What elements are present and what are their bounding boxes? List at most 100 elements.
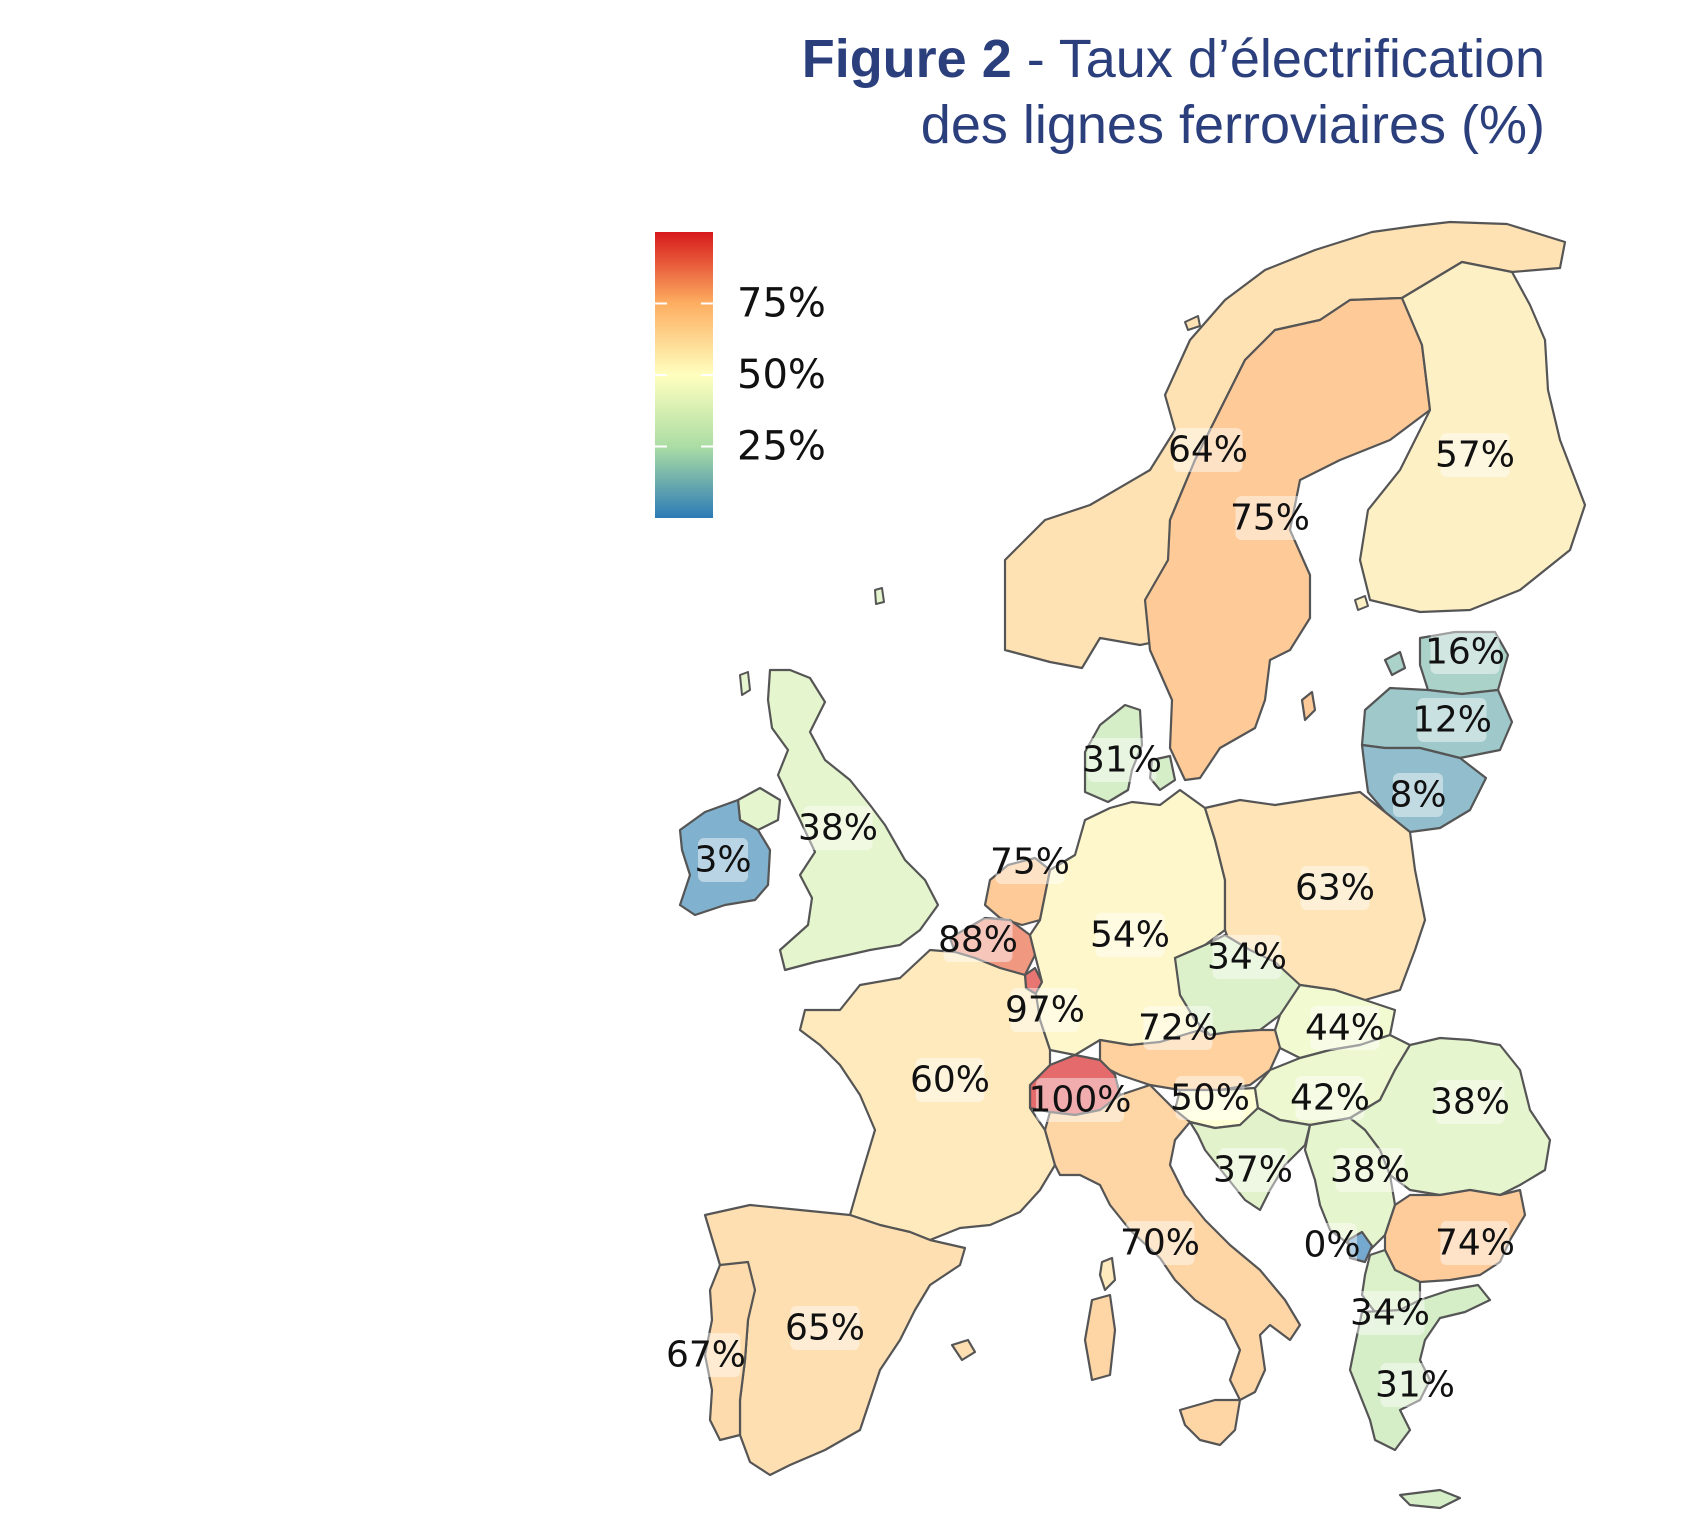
value-label-poland: 63% xyxy=(1295,868,1375,909)
country-portugal[interactable] xyxy=(703,1260,757,1442)
value-label-germany: 54% xyxy=(1090,915,1170,956)
country-poland[interactable] xyxy=(1203,790,1427,1002)
value-label-ireland: 3% xyxy=(694,840,751,881)
label-background xyxy=(1218,1148,1288,1192)
label-background xyxy=(1295,1076,1365,1120)
label-background xyxy=(1335,1148,1405,1192)
country-ireland[interactable] xyxy=(678,798,772,917)
island-shetland xyxy=(874,587,885,605)
country-value-labels: 64% 75% 57% 16% 12% 8% 31% 38% 3% 75% 88% 97%54% 63%… xyxy=(666,428,1515,1407)
label-background xyxy=(803,806,873,850)
island-gotland xyxy=(1300,690,1317,722)
value-label-sweden: 75% xyxy=(1230,498,1310,539)
label-slovenia: 50% xyxy=(1170,1076,1250,1120)
label-background xyxy=(1212,935,1282,979)
country-finland[interactable] xyxy=(1358,260,1587,614)
label-background xyxy=(1143,1006,1213,1050)
country-united-kingdom[interactable] xyxy=(766,668,940,972)
country-croatia[interactable] xyxy=(1188,1106,1312,1212)
label-spain: 65% xyxy=(785,1306,865,1350)
label-switzerland: 100% xyxy=(1029,1078,1131,1122)
island-corsica xyxy=(1098,1256,1117,1292)
label-croatia: 37% xyxy=(1213,1148,1293,1192)
label-greece: 31% xyxy=(1375,1363,1455,1407)
label-background xyxy=(1087,738,1157,782)
figure-title: Figure 2 - Taux d’électrification des li… xyxy=(545,26,1545,158)
value-label-luxembourg: 97% xyxy=(1005,990,1085,1031)
label-background xyxy=(1430,630,1500,674)
label-portugal: 67% xyxy=(666,1333,746,1377)
legend-ticks: 75% 50% 25% xyxy=(655,281,826,470)
label-background xyxy=(1417,698,1487,742)
value-label-portugal: 67% xyxy=(666,1335,746,1376)
label-denmark: 31% xyxy=(1082,738,1162,782)
value-label-hungary: 42% xyxy=(1290,1078,1370,1119)
label-background xyxy=(1125,1221,1195,1265)
island-lofoten xyxy=(1184,315,1201,331)
value-label-croatia: 37% xyxy=(1213,1150,1293,1191)
label-belgium: 88% xyxy=(938,918,1018,962)
value-label-montenegro: 0% xyxy=(1303,1225,1360,1266)
label-serbia: 38% xyxy=(1330,1148,1410,1192)
value-label-serbia: 38% xyxy=(1330,1150,1410,1191)
label-montenegro: 0% xyxy=(1303,1223,1361,1267)
label-background xyxy=(1235,496,1305,540)
label-ireland: 3% xyxy=(694,838,752,882)
label-background xyxy=(1175,1076,1245,1120)
label-background xyxy=(698,838,748,882)
label-slovakia: 44% xyxy=(1305,1006,1385,1050)
island-mallorca xyxy=(950,1338,977,1362)
label-background xyxy=(1095,913,1165,957)
value-label-north-macedonia: 34% xyxy=(1350,1293,1430,1334)
value-label-romania: 38% xyxy=(1430,1082,1510,1123)
country-montenegro[interactable] xyxy=(1346,1230,1374,1264)
label-poland: 63% xyxy=(1295,866,1375,910)
value-label-united-kingdom: 38% xyxy=(798,808,878,849)
label-norway: 64% xyxy=(1168,428,1248,472)
label-latvia: 12% xyxy=(1412,698,1492,742)
label-united-kingdom: 38% xyxy=(798,806,878,850)
value-label-italy: 70% xyxy=(1120,1223,1200,1264)
island-saaremaa xyxy=(1383,650,1407,677)
label-background xyxy=(1307,1223,1357,1267)
label-austria: 72% xyxy=(1138,1006,1218,1050)
countries xyxy=(678,220,1587,1510)
label-france: 60% xyxy=(910,1058,990,1102)
country-lithuania[interactable] xyxy=(1360,743,1488,834)
label-netherlands: 75% xyxy=(990,840,1070,884)
value-label-finland: 57% xyxy=(1435,435,1515,476)
label-luxembourg: 97% xyxy=(1005,988,1085,1032)
label-background xyxy=(1393,773,1443,817)
island-crete xyxy=(1398,1488,1462,1510)
value-label-czechia: 34% xyxy=(1207,937,1287,978)
title-text-line1: - Taux d’électrification xyxy=(1011,29,1545,89)
value-label-latvia: 12% xyxy=(1412,700,1492,741)
country-sweden[interactable] xyxy=(1143,296,1432,782)
value-label-france: 60% xyxy=(910,1060,990,1101)
value-label-slovakia: 44% xyxy=(1305,1008,1385,1049)
label-background xyxy=(671,1333,741,1377)
country-denmark[interactable] xyxy=(1083,703,1144,804)
country-italy[interactable] xyxy=(1043,1083,1302,1402)
value-label-norway: 64% xyxy=(1168,430,1248,471)
country-greece[interactable] xyxy=(1348,1283,1492,1452)
value-label-greece: 31% xyxy=(1375,1365,1455,1406)
value-label-austria: 72% xyxy=(1138,1008,1218,1049)
label-background xyxy=(1435,1080,1505,1124)
country-serbia[interactable] xyxy=(1303,1116,1397,1252)
label-hungary: 42% xyxy=(1290,1076,1370,1120)
country-france[interactable] xyxy=(798,948,1057,1242)
label-italy: 70% xyxy=(1120,1221,1200,1265)
country-austria[interactable] xyxy=(1098,1028,1282,1092)
value-label-denmark: 31% xyxy=(1082,740,1162,781)
color-legend: 75% 50% 25% xyxy=(655,232,826,518)
label-north-macedonia: 34% xyxy=(1350,1291,1430,1335)
figure-number: Figure 2 xyxy=(801,29,1012,89)
island-hebrides xyxy=(739,671,751,696)
country-denmark-island xyxy=(1148,754,1177,792)
label-background xyxy=(1300,866,1370,910)
legend-tick-label: 75% xyxy=(737,281,826,327)
label-background xyxy=(943,918,1013,962)
label-background xyxy=(1440,433,1510,477)
